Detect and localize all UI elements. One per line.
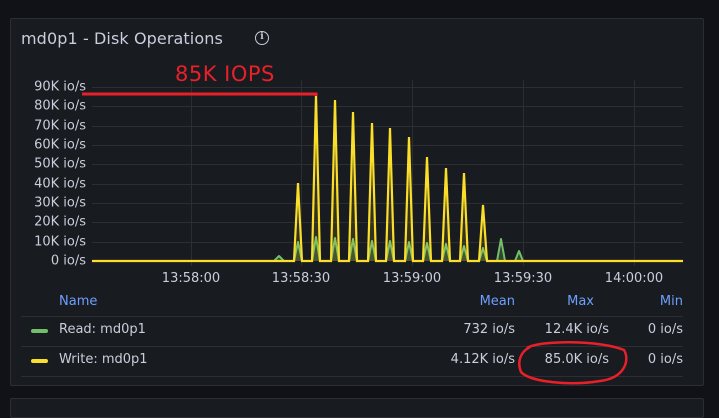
legend-row-read[interactable]: Read: md0p1 732 io/s 12.4K io/s 0 io/s — [0, 317, 719, 345]
y-tick: 50K io/s — [34, 156, 86, 172]
write-color-swatch[interactable] — [31, 359, 48, 363]
x-tick: 13:59:00 — [382, 271, 442, 286]
info-icon[interactable]: i — [255, 31, 269, 45]
legend-min: 0 io/s — [647, 352, 683, 367]
read-color-swatch[interactable] — [31, 329, 48, 333]
legend-mean: 732 io/s — [463, 322, 515, 337]
y-tick: 30K io/s — [34, 195, 86, 211]
x-tick: 13:58:30 — [271, 271, 331, 286]
y-tick: 60K io/s — [34, 137, 86, 153]
divider — [21, 376, 683, 377]
annotation-line — [82, 92, 318, 96]
legend-mean: 4.12K io/s — [450, 352, 515, 367]
legend-max: 12.4K io/s — [544, 322, 609, 337]
legend-header-max[interactable]: Max — [567, 294, 594, 309]
divider — [21, 346, 683, 347]
divider — [21, 316, 683, 317]
y-tick: 40K io/s — [34, 176, 86, 192]
y-tick: 90K io/s — [34, 79, 86, 95]
y-tick: 10K io/s — [34, 234, 86, 250]
legend-min: 0 io/s — [647, 322, 683, 337]
x-tick: 14:00:00 — [604, 271, 664, 286]
legend-row-write[interactable]: Write: md0p1 4.12K io/s 85.0K io/s 0 io/… — [0, 347, 719, 375]
panel-title[interactable]: md0p1 - Disk Operations — [21, 29, 223, 48]
chart-plot[interactable] — [0, 0, 719, 404]
panel — [10, 18, 704, 386]
y-tick: 0 io/s — [50, 253, 86, 269]
x-tick: 13:59:30 — [493, 271, 553, 286]
legend-max: 85.0K io/s — [544, 352, 609, 367]
write-series-line — [92, 94, 683, 263]
legend-series-name[interactable]: Write: md0p1 — [59, 352, 148, 367]
y-tick: 20K io/s — [34, 214, 86, 230]
x-tick: 13:58:00 — [161, 271, 221, 286]
legend-series-name[interactable]: Read: md0p1 — [59, 322, 146, 337]
y-tick: 70K io/s — [34, 118, 86, 134]
y-tick: 80K io/s — [34, 98, 86, 114]
legend-header-min[interactable]: Min — [659, 294, 683, 309]
legend-header-mean[interactable]: Mean — [479, 294, 515, 309]
legend-header-name[interactable]: Name — [59, 294, 98, 309]
annotation-label: 85K IOPS — [175, 62, 275, 86]
annotation-circle — [518, 340, 628, 385]
